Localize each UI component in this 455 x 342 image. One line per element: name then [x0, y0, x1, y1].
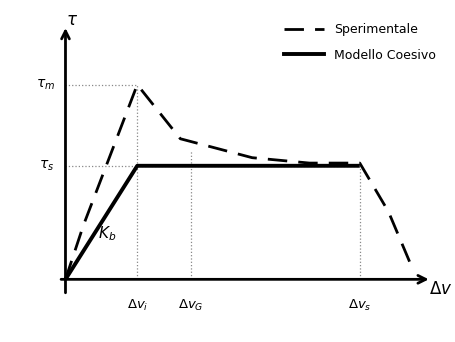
Text: $\Delta v$: $\Delta v$ [428, 280, 451, 298]
Text: $K_b$: $K_b$ [97, 224, 116, 243]
Legend: Sperimentale, Modello Coesivo: Sperimentale, Modello Coesivo [283, 23, 435, 62]
Sperimentale [249, 156, 254, 160]
Modello Coesivo [134, 164, 140, 168]
Sperimentale [81, 223, 86, 227]
Modello Coesivo [356, 164, 362, 168]
Sperimentale [385, 210, 390, 214]
Sperimentale [63, 277, 68, 281]
Sperimentale [177, 137, 182, 141]
Text: $\Delta v_G$: $\Delta v_G$ [178, 298, 203, 313]
Line: Sperimentale: Sperimentale [66, 85, 413, 279]
Sperimentale [306, 161, 312, 165]
Text: $\tau_m$: $\tau_m$ [35, 78, 55, 92]
Text: $\Delta v_i$: $\Delta v_i$ [126, 298, 148, 313]
Line: Modello Coesivo: Modello Coesivo [66, 166, 359, 279]
Sperimentale [134, 83, 140, 87]
Sperimentale [356, 161, 362, 165]
Text: $\Delta v_s$: $\Delta v_s$ [347, 298, 371, 313]
Text: $\tau_s$: $\tau_s$ [40, 159, 55, 173]
Sperimentale [410, 269, 415, 273]
Text: $\tau$: $\tau$ [66, 11, 78, 29]
Modello Coesivo [63, 277, 68, 281]
